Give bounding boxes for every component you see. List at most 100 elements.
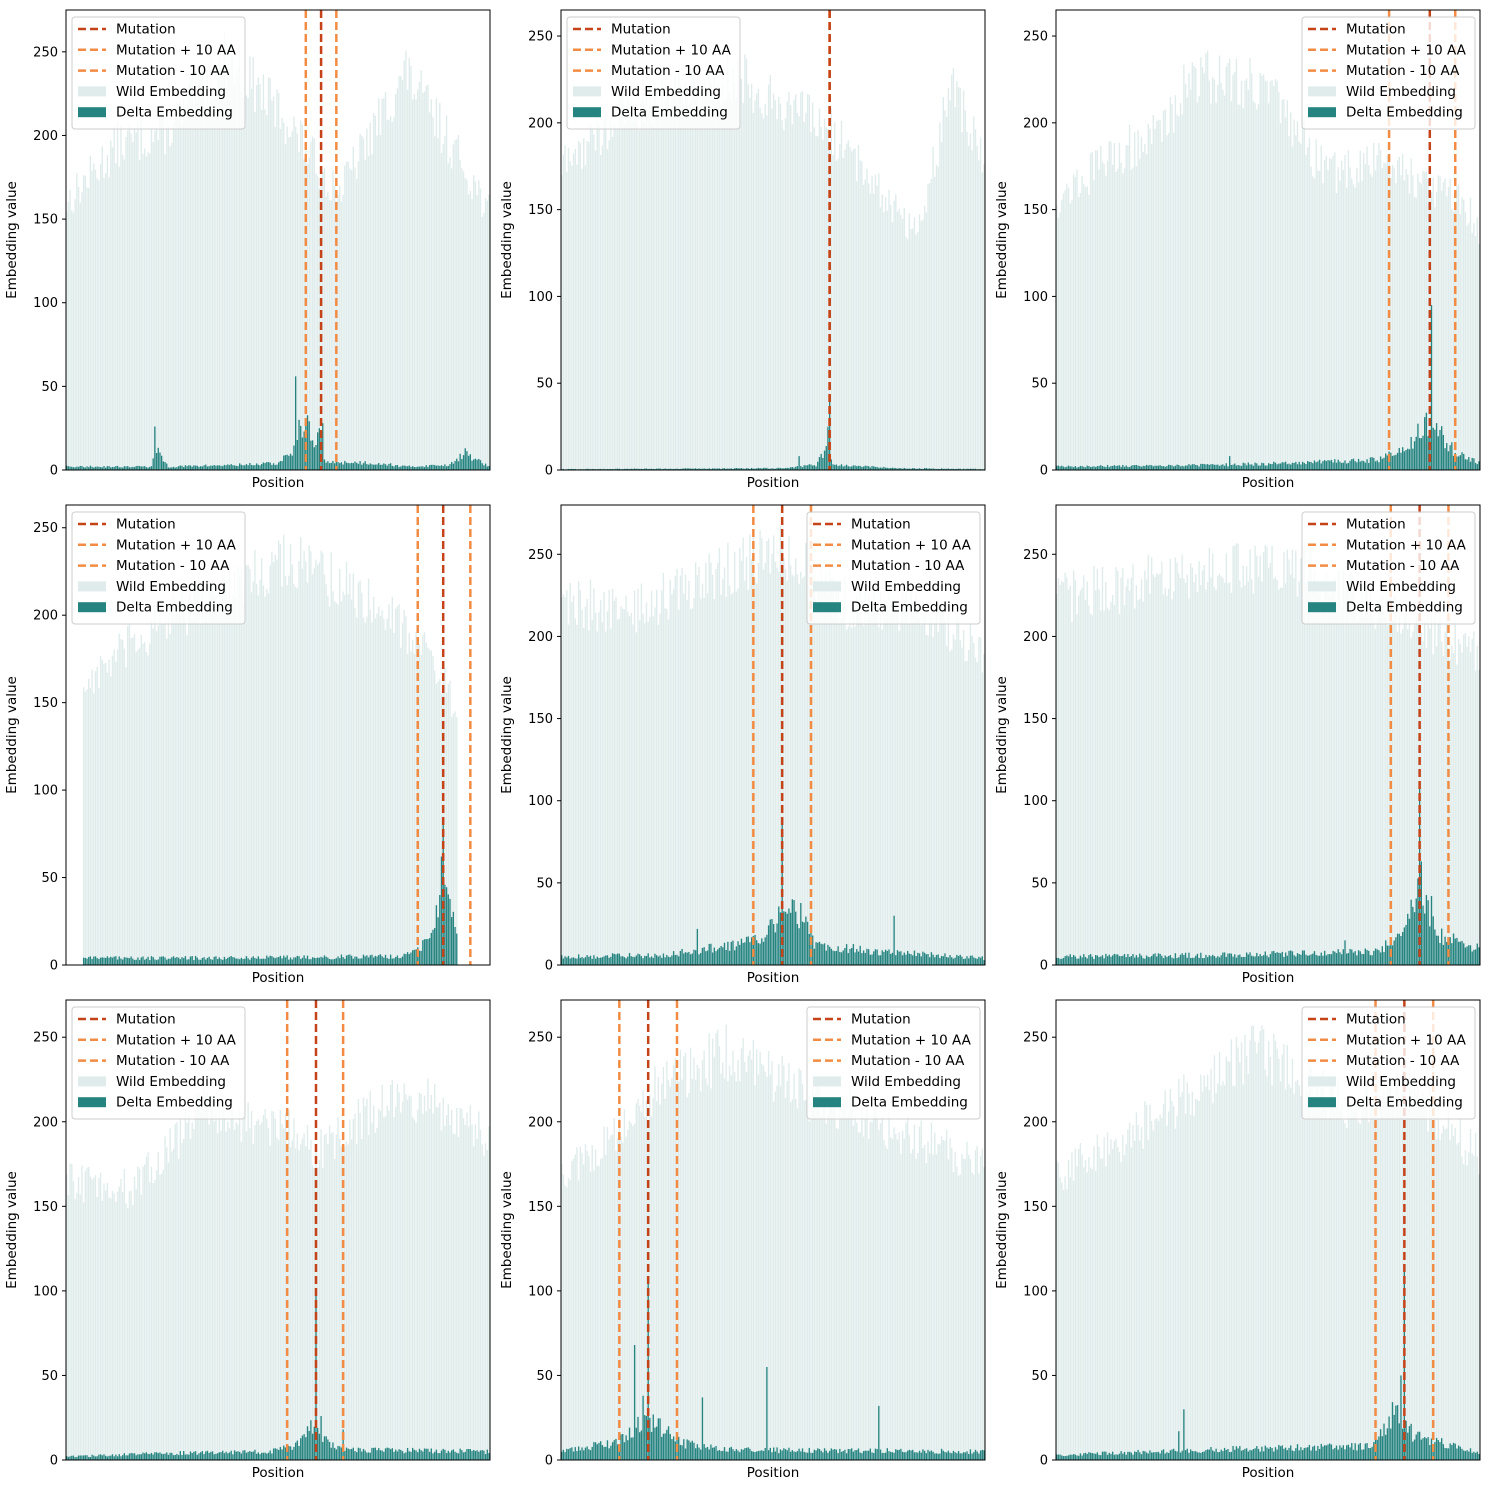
wild-bar bbox=[584, 1144, 587, 1460]
delta-bar bbox=[1064, 467, 1066, 470]
delta-bar bbox=[1300, 1447, 1302, 1460]
wild-bar bbox=[786, 101, 788, 470]
wild-bar bbox=[1078, 595, 1080, 965]
y-tick-label: 0 bbox=[545, 464, 553, 479]
delta-bar bbox=[181, 1454, 183, 1460]
delta-bar bbox=[395, 957, 397, 965]
wild-bar bbox=[1362, 1095, 1365, 1460]
delta-bar bbox=[1274, 462, 1277, 470]
delta-bar bbox=[601, 1445, 604, 1460]
wild-bar bbox=[756, 93, 758, 470]
y-tick-label: 0 bbox=[1040, 1454, 1048, 1469]
wild-bar bbox=[1468, 1152, 1470, 1460]
delta-bar bbox=[1432, 1444, 1434, 1460]
wild-bar bbox=[152, 142, 154, 470]
wild-bar bbox=[839, 619, 841, 965]
wild-bar bbox=[945, 116, 948, 470]
wild-bar bbox=[930, 1122, 933, 1460]
delta-bar bbox=[659, 1418, 661, 1460]
wild-bar bbox=[296, 1133, 299, 1460]
wild-bar bbox=[920, 625, 922, 965]
wild-bar bbox=[1347, 1104, 1350, 1460]
wild-bar bbox=[1076, 169, 1078, 470]
delta-bar bbox=[110, 467, 112, 470]
delta-bar bbox=[413, 1449, 416, 1460]
wild-bar bbox=[1396, 632, 1399, 965]
wild-bar bbox=[851, 627, 853, 965]
delta-bar bbox=[423, 1448, 426, 1460]
delta-bar bbox=[388, 463, 390, 470]
wild-bar bbox=[849, 1088, 851, 1460]
delta-bar bbox=[1281, 951, 1283, 965]
delta-bar bbox=[594, 958, 597, 965]
delta-bar bbox=[305, 958, 307, 965]
delta-bar bbox=[108, 1455, 110, 1460]
delta-bar bbox=[1403, 451, 1406, 470]
delta-bar bbox=[1351, 459, 1353, 470]
legend-label: Wild Embedding bbox=[1346, 1074, 1456, 1090]
delta-bar bbox=[101, 957, 103, 965]
delta-bar bbox=[627, 468, 629, 470]
wild-bar bbox=[764, 103, 766, 470]
wild-bar bbox=[1473, 222, 1475, 470]
delta-bar bbox=[269, 462, 271, 470]
wild-bar bbox=[1413, 197, 1416, 470]
wild-bar bbox=[423, 91, 426, 470]
delta-bar bbox=[1106, 464, 1109, 470]
wild-bar bbox=[310, 141, 312, 470]
delta-bar bbox=[922, 468, 924, 470]
delta-bar bbox=[973, 957, 975, 965]
delta-bar bbox=[1344, 460, 1346, 470]
wild-bar bbox=[562, 594, 565, 965]
wild-bar bbox=[123, 1169, 126, 1460]
wild-bar bbox=[259, 1124, 261, 1460]
wild-bar bbox=[183, 600, 185, 965]
wild-bar bbox=[717, 84, 719, 470]
wild-bar bbox=[1332, 1077, 1334, 1460]
delta-bar bbox=[944, 468, 946, 470]
delta-bar bbox=[237, 1451, 239, 1460]
wild-bar bbox=[891, 598, 894, 965]
delta-bar bbox=[859, 465, 861, 470]
wild-bar bbox=[1371, 616, 1373, 965]
wild-bar bbox=[125, 137, 127, 470]
delta-bar bbox=[96, 1456, 98, 1460]
delta-bar bbox=[154, 426, 156, 470]
delta-bar bbox=[393, 466, 395, 470]
y-tick-label: 100 bbox=[528, 794, 553, 809]
delta-bar bbox=[1415, 898, 1417, 965]
wild-bar bbox=[347, 1144, 349, 1460]
wild-bar bbox=[1230, 101, 1233, 470]
wild-bar bbox=[449, 680, 451, 965]
wild-bar bbox=[1313, 1108, 1316, 1460]
wild-bar bbox=[789, 565, 792, 965]
wild-bar bbox=[620, 96, 622, 470]
wild-bar bbox=[138, 647, 141, 965]
delta-bar bbox=[223, 956, 226, 965]
delta-bar bbox=[128, 958, 131, 965]
wild-bar bbox=[1117, 1147, 1119, 1460]
wild-bar bbox=[937, 1144, 939, 1460]
delta-bar bbox=[1225, 463, 1227, 470]
delta-bar bbox=[910, 954, 912, 965]
delta-bar bbox=[177, 957, 180, 965]
wild-bar bbox=[1208, 548, 1210, 965]
delta-bar bbox=[703, 1444, 705, 1460]
wild-bar bbox=[915, 593, 917, 965]
delta-bar bbox=[215, 465, 217, 470]
wild-bar bbox=[1449, 178, 1451, 470]
wild-bar bbox=[857, 1132, 860, 1460]
wild-bar bbox=[272, 1111, 275, 1460]
wild-bar bbox=[1398, 1094, 1400, 1460]
delta-bar bbox=[876, 1449, 878, 1460]
delta-bar bbox=[1307, 461, 1309, 470]
delta-bar bbox=[432, 929, 434, 965]
delta-bar bbox=[603, 1446, 605, 1460]
wild-bar bbox=[671, 93, 673, 470]
delta-bar bbox=[1059, 1454, 1061, 1460]
delta-bar bbox=[249, 1451, 251, 1460]
wild-bar bbox=[761, 113, 763, 470]
wild-bar bbox=[737, 588, 739, 965]
delta-bar bbox=[106, 466, 109, 470]
wild-bar bbox=[1086, 186, 1088, 470]
